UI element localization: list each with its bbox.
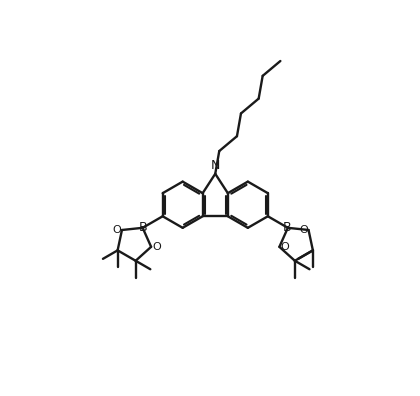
- Text: B: B: [139, 221, 148, 234]
- Text: O: O: [299, 225, 308, 235]
- Text: O: O: [152, 242, 160, 252]
- Text: O: O: [113, 225, 121, 235]
- Text: O: O: [280, 242, 289, 252]
- Text: B: B: [283, 221, 291, 234]
- Text: N: N: [210, 159, 220, 172]
